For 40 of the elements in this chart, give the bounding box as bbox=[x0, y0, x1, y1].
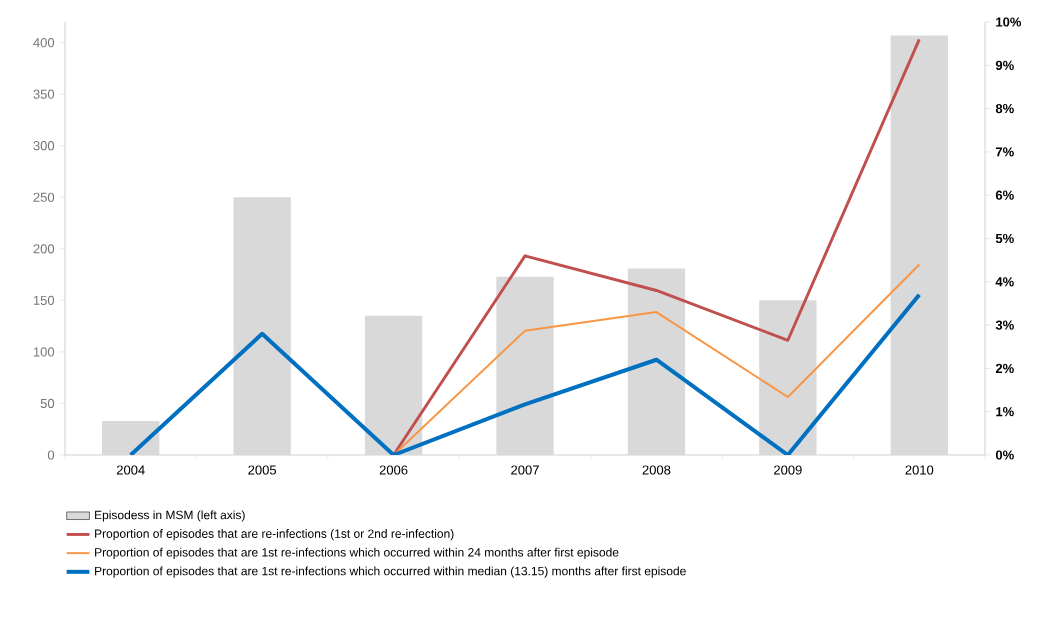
x-tick-label: 2005 bbox=[248, 465, 277, 475]
x-tick-label: 2006 bbox=[379, 465, 408, 475]
y2-tick-label: 1% bbox=[996, 407, 1014, 417]
y-tick-label: 250 bbox=[33, 192, 55, 202]
y-tick-label: 200 bbox=[33, 244, 55, 254]
y2-tick-label: 6% bbox=[995, 190, 1014, 200]
legend-label: Episodess in MSM (left axis) bbox=[95, 510, 245, 522]
bar bbox=[496, 276, 554, 455]
bar bbox=[890, 35, 948, 455]
y2-tick-label: 8% bbox=[995, 104, 1014, 114]
legend-label: Proportion of episodes that are re-infections (1st or 2nd re-infection) bbox=[95, 529, 454, 541]
y-tick-label: 50 bbox=[40, 398, 55, 409]
legend-label: Proportion of episodes that are 1st re-infections which occurred within 24 months after first episode bbox=[95, 547, 619, 559]
bar bbox=[364, 315, 423, 455]
y2-tick-label: 3% bbox=[995, 320, 1014, 330]
y-tick-label: 300 bbox=[33, 141, 55, 151]
y2-tick-label: 10% bbox=[996, 17, 1022, 27]
y-tick-label: 0 bbox=[47, 450, 55, 460]
bar bbox=[233, 197, 291, 455]
x-tick-label: 2007 bbox=[511, 465, 539, 475]
legend-label: Proportion of episodes that are 1st re-infections which occurred within median (13.15) months after first episode bbox=[95, 566, 686, 578]
x-tick-label: 2008 bbox=[642, 465, 671, 475]
x-tick-label: 2010 bbox=[905, 465, 934, 475]
line-series bbox=[128, 292, 922, 455]
y2-tick-label: 0% bbox=[995, 450, 1014, 460]
line-series bbox=[392, 37, 921, 455]
bar bbox=[759, 300, 817, 455]
y-tick-label: 150 bbox=[33, 295, 55, 305]
y2-tick-label: 5% bbox=[995, 233, 1014, 244]
y-tick-label: 100 bbox=[33, 347, 55, 357]
y2-tick-label: 2% bbox=[995, 363, 1014, 373]
y2-tick-label: 4% bbox=[995, 277, 1014, 287]
bar bbox=[102, 420, 160, 455]
x-tick-label: 2009 bbox=[774, 465, 802, 475]
bar bbox=[627, 268, 686, 455]
y-tick-label: 400 bbox=[33, 38, 55, 48]
x-tick-label: 2004 bbox=[116, 465, 145, 475]
y2-tick-label: 9% bbox=[995, 60, 1014, 70]
y2-tick-label: 7% bbox=[995, 147, 1014, 157]
y-tick-label: 350 bbox=[33, 89, 55, 99]
